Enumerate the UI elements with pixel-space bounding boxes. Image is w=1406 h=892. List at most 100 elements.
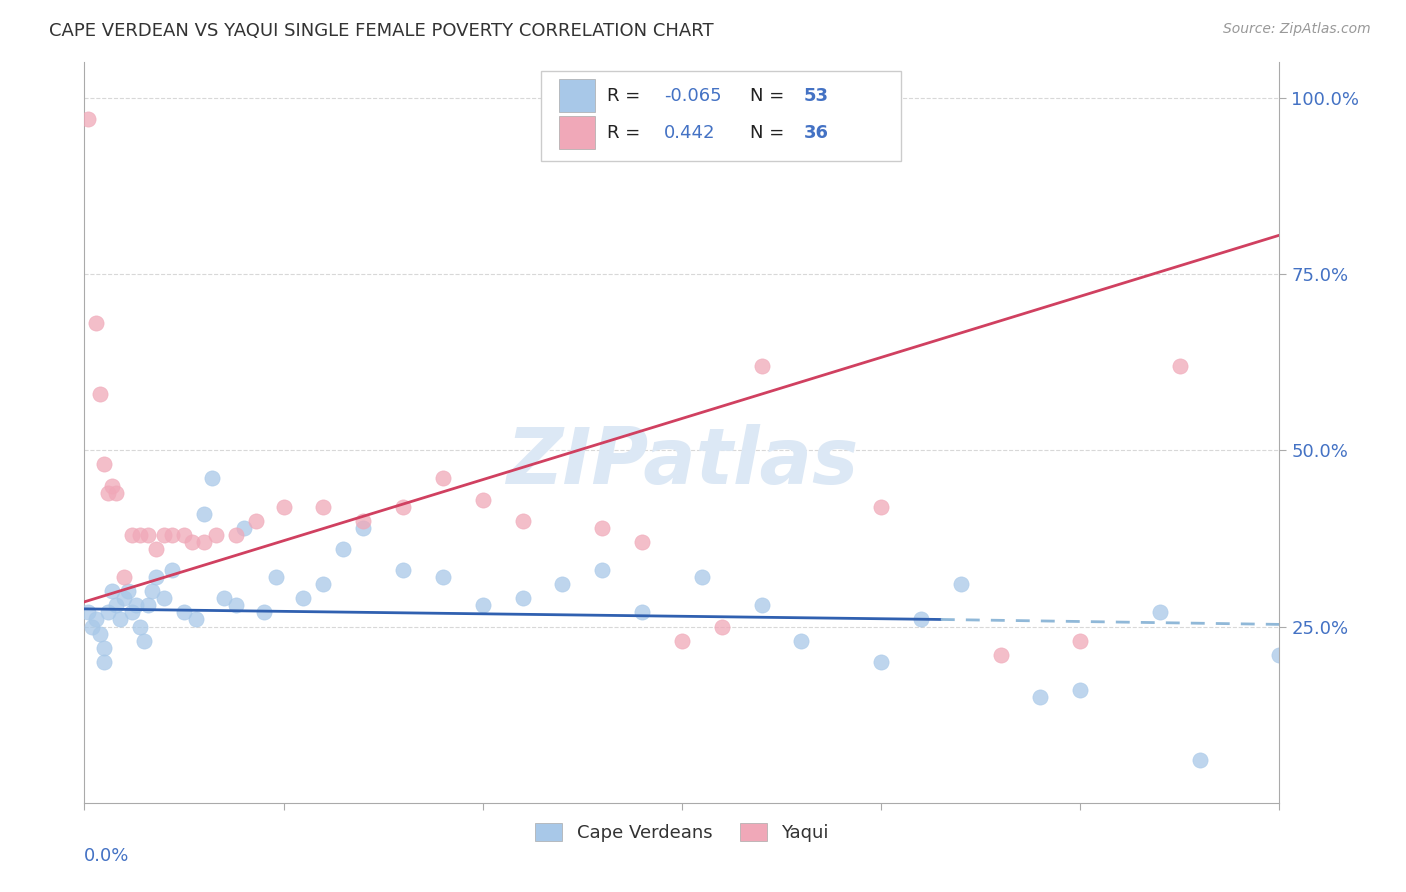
Text: R =: R = xyxy=(606,87,645,104)
Point xyxy=(332,541,354,556)
Text: CAPE VERDEAN VS YAQUI SINGLE FEMALE POVERTY CORRELATION CHART: CAPE VERDEAN VS YAQUI SINGLE FEMALE POVE… xyxy=(49,22,714,40)
Text: 0.0%: 0.0% xyxy=(84,847,129,865)
Point xyxy=(352,514,374,528)
Point xyxy=(512,591,534,606)
Point xyxy=(93,640,115,655)
Point xyxy=(77,112,100,126)
Point xyxy=(117,584,139,599)
Point xyxy=(212,591,235,606)
Point xyxy=(312,500,335,514)
FancyBboxPatch shape xyxy=(558,117,595,149)
Point xyxy=(129,528,152,542)
Point xyxy=(1168,359,1191,373)
Point xyxy=(352,521,374,535)
Point xyxy=(671,633,693,648)
Point xyxy=(225,528,247,542)
Point xyxy=(101,478,124,492)
Point xyxy=(1029,690,1052,704)
Point xyxy=(121,606,143,620)
Point xyxy=(110,612,132,626)
Point xyxy=(89,626,111,640)
Text: -0.065: -0.065 xyxy=(664,87,721,104)
Point xyxy=(125,599,148,613)
Point xyxy=(93,458,115,472)
Point xyxy=(232,521,254,535)
Point xyxy=(432,570,454,584)
Point xyxy=(153,591,176,606)
Point xyxy=(101,584,124,599)
Point xyxy=(173,528,195,542)
Point xyxy=(790,633,813,648)
Text: 53: 53 xyxy=(804,87,828,104)
Point xyxy=(173,606,195,620)
Point xyxy=(751,359,773,373)
Point xyxy=(160,563,183,577)
Text: 0.442: 0.442 xyxy=(664,124,716,142)
Text: 36: 36 xyxy=(804,124,828,142)
Point xyxy=(392,563,415,577)
Point xyxy=(312,577,335,591)
Text: R =: R = xyxy=(606,124,651,142)
Point xyxy=(949,577,972,591)
Point xyxy=(1069,633,1091,648)
Point xyxy=(86,612,108,626)
Point xyxy=(551,577,574,591)
Point xyxy=(184,612,207,626)
Point xyxy=(201,471,224,485)
Point xyxy=(160,528,183,542)
Point xyxy=(145,541,167,556)
Point xyxy=(1268,648,1291,662)
Point xyxy=(591,521,613,535)
Legend: Cape Verdeans, Yaqui: Cape Verdeans, Yaqui xyxy=(529,815,835,849)
Point xyxy=(990,648,1012,662)
Point xyxy=(292,591,315,606)
Point xyxy=(136,599,159,613)
Point xyxy=(264,570,287,584)
Point xyxy=(153,528,176,542)
Point xyxy=(471,599,494,613)
Point xyxy=(129,619,152,633)
Point xyxy=(1069,683,1091,698)
Point xyxy=(273,500,295,514)
Point xyxy=(193,507,215,521)
Point xyxy=(93,655,115,669)
Point xyxy=(870,655,893,669)
Point xyxy=(112,570,135,584)
Point xyxy=(253,606,276,620)
Point xyxy=(97,485,120,500)
FancyBboxPatch shape xyxy=(558,79,595,112)
Point xyxy=(86,316,108,330)
Point xyxy=(193,535,215,549)
Point xyxy=(141,584,163,599)
FancyBboxPatch shape xyxy=(541,71,901,161)
Point xyxy=(225,599,247,613)
Point xyxy=(1149,606,1171,620)
Text: N =: N = xyxy=(749,87,790,104)
Point xyxy=(631,535,654,549)
Text: Source: ZipAtlas.com: Source: ZipAtlas.com xyxy=(1223,22,1371,37)
Point xyxy=(121,528,143,542)
Point xyxy=(751,599,773,613)
Point xyxy=(112,591,135,606)
Point xyxy=(136,528,159,542)
Point xyxy=(82,619,104,633)
Point xyxy=(245,514,267,528)
Point xyxy=(471,492,494,507)
Point xyxy=(631,606,654,620)
Point xyxy=(870,500,893,514)
Point xyxy=(392,500,415,514)
Point xyxy=(132,633,156,648)
Point xyxy=(432,471,454,485)
Point xyxy=(105,485,128,500)
Point xyxy=(77,606,100,620)
Point xyxy=(591,563,613,577)
Point xyxy=(512,514,534,528)
Point xyxy=(145,570,167,584)
Point xyxy=(181,535,204,549)
Text: ZIPatlas: ZIPatlas xyxy=(506,425,858,500)
Text: N =: N = xyxy=(749,124,790,142)
Point xyxy=(89,387,111,401)
Point xyxy=(710,619,733,633)
Point xyxy=(1188,754,1211,768)
Point xyxy=(690,570,713,584)
